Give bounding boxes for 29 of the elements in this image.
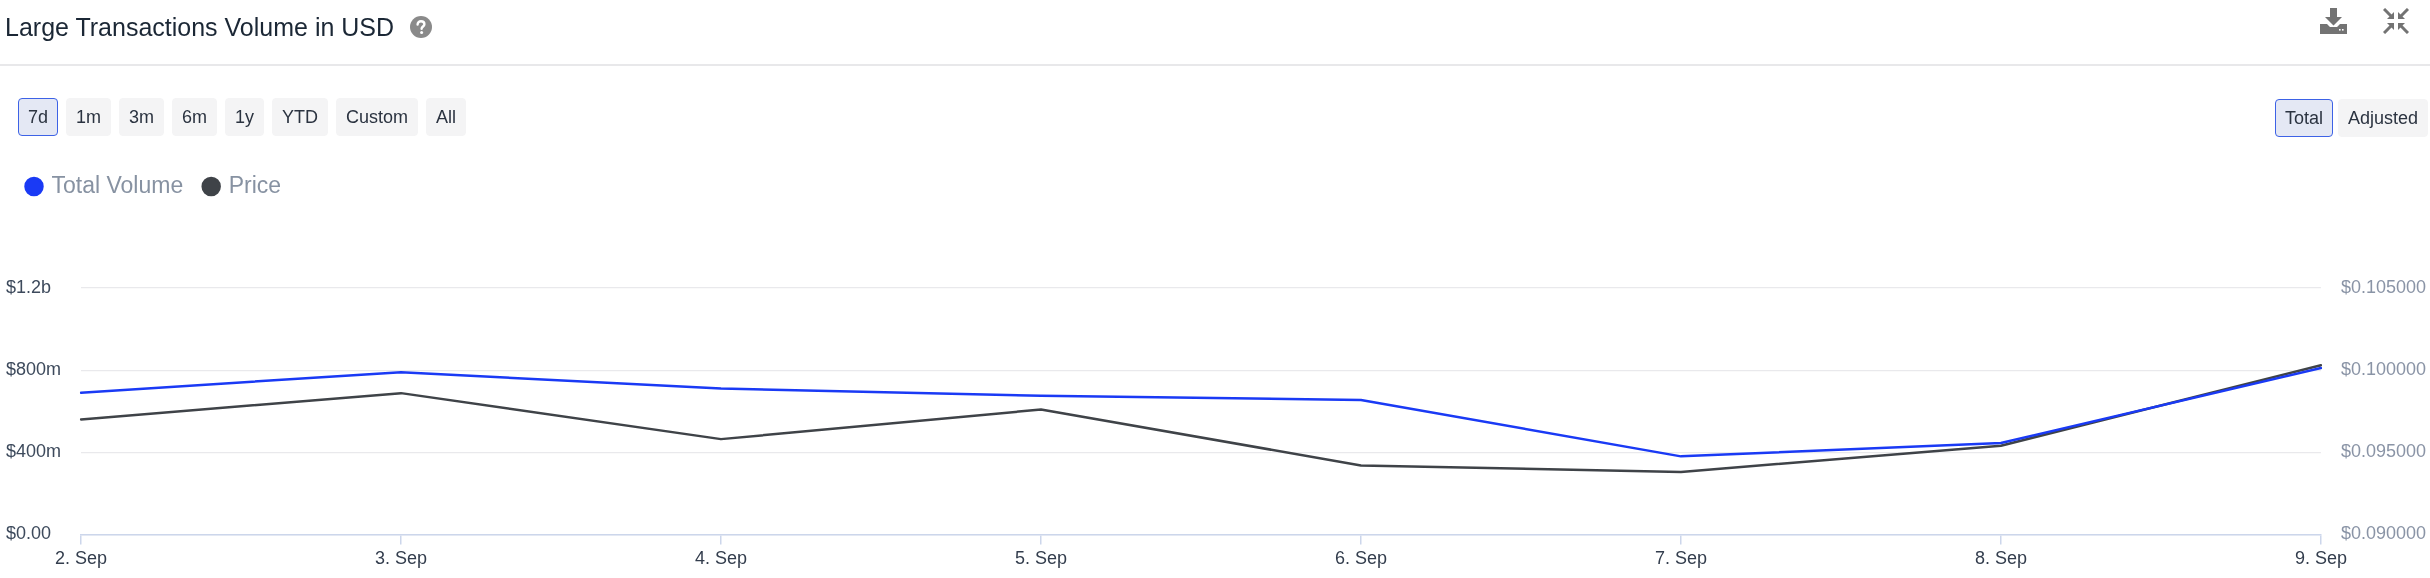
y-tick-label: $0.00 [6, 523, 52, 544]
legend-label: Total Volume [51, 171, 184, 198]
text: 1y [235, 106, 255, 128]
x-tick-label: 6. Sep [1334, 548, 1387, 569]
text: YTD [282, 106, 319, 128]
y-tick-label: $1.2b [6, 276, 52, 297]
y-tick-label: $800m [6, 359, 62, 380]
text: 7d [28, 106, 49, 128]
y-tick-label: $400m [6, 441, 62, 462]
x-tick-label: 4. Sep [694, 548, 748, 569]
x-tick-label: 7. Sep [1654, 548, 1707, 569]
text: Adjusted [2347, 107, 2418, 129]
x-tick-label: 9. Sep [2294, 548, 2347, 569]
text: Custom [346, 106, 409, 128]
text: All [436, 106, 457, 128]
y2-tick-label: $0.105000 [2340, 276, 2426, 297]
y2-tick-label: $0.090000 [2340, 523, 2426, 544]
x-tick-label: 8. Sep [1974, 548, 2027, 569]
x-tick-label: 5. Sep [1014, 548, 1068, 569]
y2-tick-label: $0.100000 [2340, 359, 2426, 380]
text: 6m [182, 106, 208, 128]
text: 1m [76, 106, 102, 128]
x-tick-label: 3. Sep [375, 548, 428, 569]
text: 3m [129, 106, 155, 128]
x-tick-label: 2. Sep [55, 548, 108, 569]
chart-title: Large Transactions Volume in USD [5, 12, 395, 43]
y2-tick-label: $0.095000 [2340, 441, 2426, 462]
legend-label: Price [228, 171, 282, 198]
text: Total [2284, 107, 2323, 129]
